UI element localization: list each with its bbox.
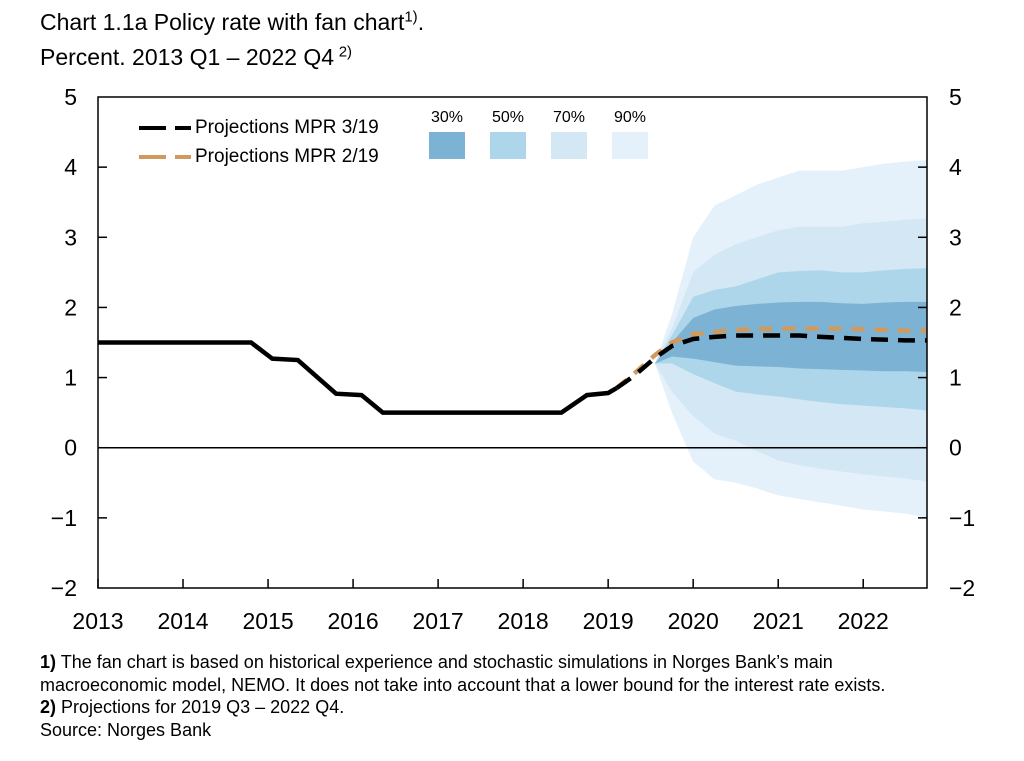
x-axis-label: 2018: [498, 608, 549, 634]
y-axis-label-left: −1: [51, 505, 77, 531]
y-axis-label-right: 0: [949, 435, 962, 461]
footnote-2: 2) Projections for 2019 Q3 – 2022 Q4.: [40, 696, 990, 719]
footnote-2-marker: 2): [40, 697, 57, 717]
chart-title: Chart 1.1a Policy rate with fan chart1).…: [40, 5, 424, 75]
subtitle-text: Percent. 2013 Q1 – 2022 Q4: [40, 44, 335, 70]
fan-band-swatch-50: [490, 132, 526, 159]
fan-legend-item-70: 70%: [551, 109, 587, 159]
x-axis-label: 2019: [583, 608, 634, 634]
fan-legend-item-90: 90%: [612, 109, 648, 159]
y-axis-label-right: 1: [949, 365, 962, 391]
dash-segment: [175, 154, 191, 159]
source-line: Source: Norges Bank: [40, 719, 212, 740]
policy-rate-fan-chart: 5 5 4 4 3 3 2 2 1 1 0 0 −1 −1 −2 −2 2013 2014 2015 2016 2017…: [51, 84, 975, 634]
dash-segment: [139, 125, 166, 130]
dash-segment: [139, 154, 166, 159]
footnotes: 1) The fan chart is based on historical …: [40, 651, 990, 741]
y-axis-label-left: 4: [64, 154, 77, 180]
fan-legend-item-50: 50%: [490, 109, 526, 159]
y-axis-label-left: 3: [64, 224, 77, 250]
plot-border: [97, 96, 928, 589]
fan-band-swatch-90: [612, 132, 648, 159]
y-axis-label-left: 0: [64, 435, 77, 461]
fan-band-swatch-30: [429, 132, 465, 159]
dashed-line-sample-black: [139, 125, 192, 130]
subtitle-footnote-marker: 2): [338, 43, 353, 61]
y-axis-label-left: 2: [64, 294, 77, 320]
title-text: Chart 1.1a Policy rate with fan chart: [40, 9, 405, 35]
y-axis-label-left: 1: [64, 365, 77, 391]
line-legend: Projections MPR 3/19 Projections MPR 2/1…: [139, 113, 379, 171]
x-axis-label: 2022: [838, 608, 889, 634]
policy-rate-historical-line: [98, 340, 618, 415]
footnote-1-marker: 1): [40, 652, 57, 672]
fan-band-label-30: 30%: [430, 109, 464, 126]
y-axis-label-right: 5: [949, 84, 962, 110]
x-axis-label: 2014: [157, 608, 208, 634]
footnote-1-text-line1: The fan chart is based on historical exp…: [60, 652, 833, 672]
fan-band-label-90: 90%: [613, 109, 647, 126]
y-axis-label-left: 5: [64, 84, 77, 110]
footnote-1-text-line2: macroeconomic model, NEMO. It does not t…: [40, 674, 886, 695]
footnote-2-text: Projections for 2019 Q3 – 2022 Q4.: [61, 697, 345, 717]
x-axis-label: 2013: [72, 608, 123, 634]
fan-legend-item-30: 30%: [429, 109, 465, 159]
legend-row-mpr-3-19: Projections MPR 3/19: [139, 113, 379, 142]
legend-label-mpr-2-19: Projections MPR 2/19: [195, 145, 379, 167]
dash-segment: [175, 125, 191, 130]
y-axis-label-left: −2: [51, 575, 77, 601]
x-axis-label: 2020: [668, 608, 719, 634]
y-axis-label-right: 2: [949, 294, 962, 320]
dashed-line-sample-orange: [139, 154, 192, 159]
legend-row-mpr-2-19: Projections MPR 2/19: [139, 142, 379, 171]
x-axis-label: 2021: [753, 608, 804, 634]
y-axis-label-right: 4: [949, 154, 962, 180]
y-axis-label-right: 3: [949, 224, 962, 250]
x-axis-label: 2015: [242, 608, 293, 634]
fan-band-legend: 30% 50% 70% 90%: [429, 109, 648, 159]
projections-mpr-2-19-line: [615, 326, 927, 390]
chart-subtitle: Percent. 2013 Q1 – 2022 Q4 2): [40, 40, 424, 75]
title-footnote-marker: 1): [404, 8, 418, 26]
chart-title-line1: Chart 1.1a Policy rate with fan chart1).: [40, 5, 424, 40]
y-axis-label-right: −1: [949, 505, 975, 531]
fan-band-swatch-70: [551, 132, 587, 159]
x-axis-label: 2016: [327, 608, 378, 634]
x-axis-label: 2017: [413, 608, 464, 634]
y-axis-label-right: −2: [949, 575, 975, 601]
footnote-1: 1) The fan chart is based on historical …: [40, 651, 990, 696]
fan-band-label-50: 50%: [491, 109, 525, 126]
legend-label-mpr-3-19: Projections MPR 3/19: [195, 116, 379, 138]
title-period: .: [417, 9, 425, 35]
fan-band-label-70: 70%: [552, 109, 586, 126]
